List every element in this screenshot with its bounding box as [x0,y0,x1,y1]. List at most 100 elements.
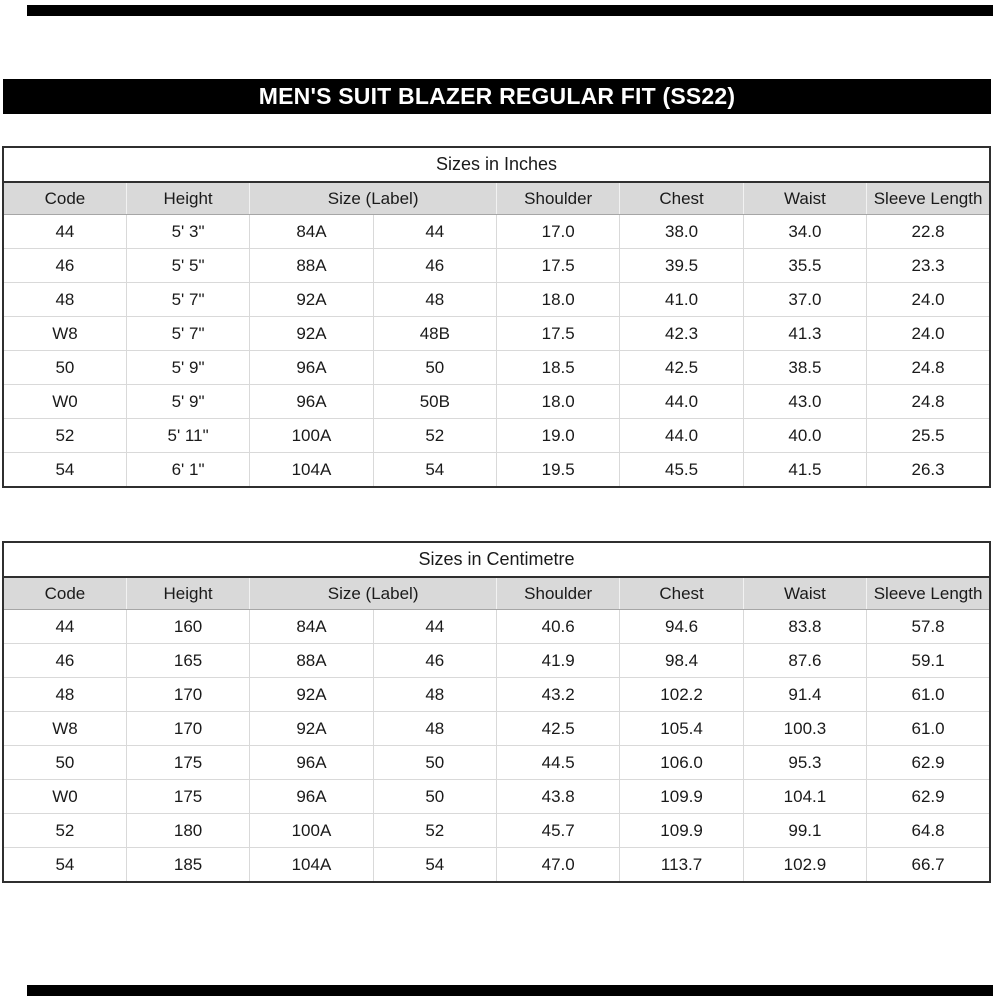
table-cell: 165 [125,643,250,678]
table-title: Sizes in Centimetre [3,542,990,578]
table-cell: 5' 3" [125,214,250,249]
table-row: 46 5' 5" 88A 46 17.5 39.5 35.5 23.3 [3,248,990,283]
table-row: W0 5' 9" 96A 50B 18.0 44.0 43.0 24.8 [3,384,990,419]
table-cell: 5' 11" [125,418,250,453]
table-cell: 18.0 [495,384,620,419]
table-cell: 40.0 [742,418,867,453]
table-cell: 96A [249,384,374,419]
table-cell: 88A [249,248,374,283]
table-cell: 50 [372,745,497,780]
table-cell: 95.3 [742,745,867,780]
table-cell: 185 [125,847,250,882]
table-cell: 50 [3,745,127,780]
table-cell: 19.0 [495,418,620,453]
table-cell: 39.5 [619,248,744,283]
table-cell: 61.0 [866,711,990,746]
table-cell: 83.8 [742,609,867,644]
column-header-waist: Waist [742,577,867,610]
table-cell: 88A [249,643,374,678]
table-cell: 92A [249,677,374,712]
table-cell: 104.1 [742,779,867,814]
table-cell: 41.0 [619,282,744,317]
table-cell: 92A [249,316,374,351]
table-cell: 38.0 [619,214,744,249]
table-cell: 24.0 [866,282,990,317]
table-cell: 54 [372,452,497,487]
table-cell: 84A [249,609,374,644]
column-header-height: Height [125,182,250,215]
table-cell: 52 [3,813,127,848]
table-cell: 44 [372,214,497,249]
table-cell: 45.5 [619,452,744,487]
table-cell: 43.0 [742,384,867,419]
table-cell: 44.5 [495,745,620,780]
sizes-inches-table: Sizes in Inches Code Height Size (Label)… [2,146,991,488]
table-cell: 42.3 [619,316,744,351]
table-cell: 46 [372,643,497,678]
table-cell: 48 [3,282,127,317]
table-cell: 18.0 [495,282,620,317]
table-cell: W8 [3,316,127,351]
table-cell: 46 [3,643,127,678]
table-cell: 44 [3,609,127,644]
table-cell: 99.1 [742,813,867,848]
column-header-sleeve-length: Sleeve Length [866,577,990,610]
table-cell: 48 [3,677,127,712]
column-header-waist: Waist [742,182,867,215]
table-cell: 42.5 [619,350,744,385]
table-cell: 44.0 [619,384,744,419]
table-cell: 61.0 [866,677,990,712]
table-row: 52 5' 11" 100A 52 19.0 44.0 40.0 25.5 [3,418,990,453]
table-row: 52 180 100A 52 45.7 109.9 99.1 64.8 [3,813,990,848]
page-title: MEN'S SUIT BLAZER REGULAR FIT (SS22) [258,83,736,109]
table-cell: 96A [249,745,374,780]
table-cell: 43.8 [495,779,620,814]
table-cell: 17.5 [495,248,620,283]
sizes-centimetre-table: Sizes in Centimetre Code Height Size (La… [2,541,991,883]
table-cell: 5' 7" [125,282,250,317]
table-cell: 91.4 [742,677,867,712]
table-cell: 52 [372,813,497,848]
table-cell: 106.0 [619,745,744,780]
table-cell: 5' 9" [125,350,250,385]
table-cell: 44.0 [619,418,744,453]
table-cell: 23.3 [866,248,990,283]
table-cell: 17.0 [495,214,620,249]
table-cell: 105.4 [619,711,744,746]
table-cell: 48 [372,711,497,746]
table-cell: 96A [249,350,374,385]
table-cell: 100.3 [742,711,867,746]
table-cell: 34.0 [742,214,867,249]
table-cell: W0 [3,779,127,814]
table-cell: 45.7 [495,813,620,848]
table-cell: 64.8 [866,813,990,848]
table-cell: 180 [125,813,250,848]
table-cell: 41.9 [495,643,620,678]
column-header-shoulder: Shoulder [495,577,620,610]
table-cell: 175 [125,745,250,780]
table-cell: 175 [125,779,250,814]
table-cell: 48 [372,677,497,712]
page-title-banner: MEN'S SUIT BLAZER REGULAR FIT (SS22) [3,79,991,114]
table-header-row: Code Height Size (Label) Shoulder Chest … [3,577,990,610]
table-cell: 48 [372,282,497,317]
table-cell: 22.8 [866,214,990,249]
table-row: 50 175 96A 50 44.5 106.0 95.3 62.9 [3,745,990,780]
table-cell: 54 [372,847,497,882]
table-cell: 92A [249,282,374,317]
table-cell: 6' 1" [125,452,250,487]
table-cell: 57.8 [866,609,990,644]
table-row: 44 160 84A 44 40.6 94.6 83.8 57.8 [3,609,990,644]
table-title-row: Sizes in Inches [3,147,990,183]
table-cell: 44 [372,609,497,644]
table-cell: 47.0 [495,847,620,882]
column-header-size-label: Size (Label) [249,182,497,215]
table-cell: 41.3 [742,316,867,351]
table-cell: 94.6 [619,609,744,644]
table-cell: 40.6 [495,609,620,644]
column-header-size-label: Size (Label) [249,577,497,610]
table-cell: 109.9 [619,779,744,814]
table-cell: 50 [372,779,497,814]
table-cell: 38.5 [742,350,867,385]
